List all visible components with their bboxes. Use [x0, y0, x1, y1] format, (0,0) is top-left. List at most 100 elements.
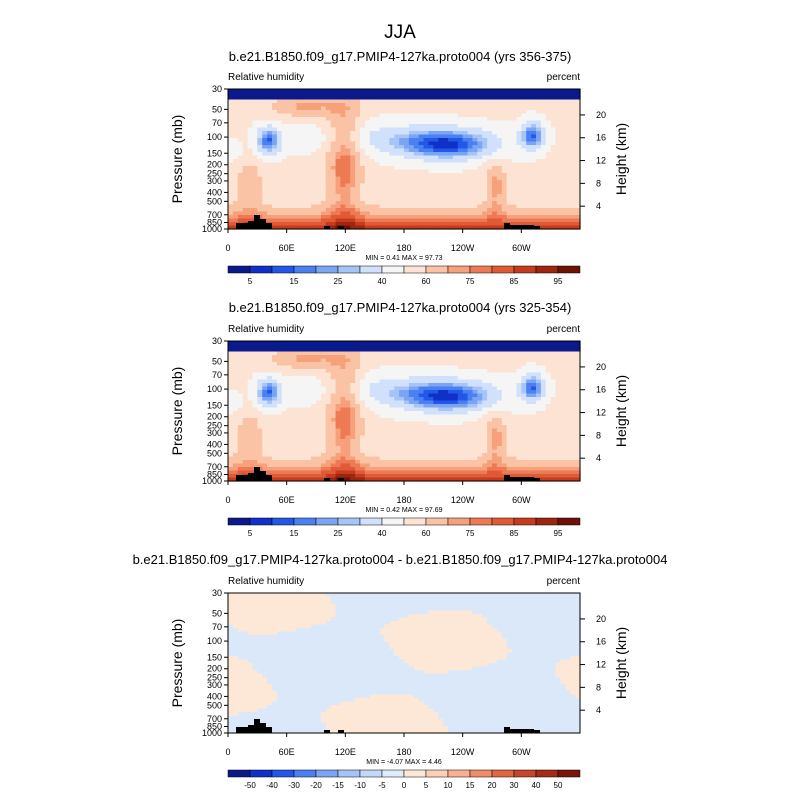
field-cell	[536, 365, 542, 370]
field-cell	[232, 148, 239, 153]
field-cell	[237, 428, 244, 433]
field-cell	[257, 211, 263, 216]
field-cell	[316, 215, 322, 220]
field-cell	[276, 89, 283, 94]
field-cell	[413, 400, 420, 405]
field-cell	[496, 218, 503, 223]
field-cell	[404, 106, 410, 111]
field-cell	[467, 194, 474, 199]
field-cell	[540, 169, 547, 174]
field-cell	[560, 400, 566, 405]
field-cell	[291, 110, 298, 115]
field-cell	[325, 218, 332, 223]
field-cell	[570, 404, 576, 409]
field-cell	[237, 89, 244, 94]
field-cell	[418, 99, 425, 104]
field-cell	[575, 99, 581, 104]
field-cell	[560, 187, 566, 192]
field-cell	[335, 141, 342, 146]
field-cell	[345, 358, 351, 363]
field-cell	[408, 386, 415, 391]
field-cell	[364, 208, 371, 213]
field-cell	[570, 376, 576, 381]
field-cell	[521, 222, 527, 227]
field-cell	[511, 190, 518, 195]
field-cell	[232, 131, 239, 136]
field-cell	[457, 190, 464, 195]
field-cell	[555, 152, 562, 157]
field-cell	[511, 393, 518, 398]
field-cell	[291, 418, 298, 423]
field-cell	[247, 201, 254, 206]
field-cell	[306, 369, 312, 374]
field-cell	[311, 348, 317, 353]
field-cell	[325, 117, 332, 122]
field-cell	[438, 152, 444, 157]
field-cell	[281, 404, 288, 409]
field-cell	[408, 89, 415, 94]
field-cell	[428, 358, 434, 363]
field-cell	[286, 407, 293, 412]
field-cell	[296, 215, 302, 220]
field-cell	[462, 176, 469, 181]
field-cell	[516, 187, 522, 192]
field-cell	[355, 120, 361, 125]
field-cell	[316, 173, 322, 178]
field-cell	[516, 141, 522, 146]
field-cell	[545, 428, 552, 433]
field-cell	[330, 173, 337, 178]
field-cell	[521, 204, 527, 209]
field-cell	[501, 190, 508, 195]
field-cell	[350, 390, 356, 395]
field-cell	[291, 208, 298, 213]
field-cell	[242, 404, 249, 409]
field-cell	[281, 162, 288, 167]
field-cell	[492, 400, 498, 405]
field-cell	[570, 110, 576, 115]
field-cell	[477, 362, 483, 367]
field-cell	[379, 159, 386, 164]
field-cell	[408, 208, 415, 213]
field-cell	[462, 148, 469, 153]
field-cell	[325, 138, 332, 143]
field-cell	[296, 421, 302, 426]
field-cell	[570, 176, 576, 181]
field-cell	[531, 180, 537, 185]
field-cell	[511, 372, 518, 377]
field-cell	[516, 418, 522, 423]
field-cell	[306, 176, 312, 181]
field-cell	[291, 348, 298, 353]
field-cell	[536, 418, 542, 423]
field-cell	[511, 376, 518, 381]
field-cell	[570, 211, 576, 216]
field-cell	[404, 124, 410, 129]
field-cell	[550, 201, 557, 206]
field-cell	[389, 362, 395, 367]
field-cell	[301, 96, 307, 101]
field-cell	[257, 138, 263, 143]
field-cell	[281, 187, 288, 192]
field-cell	[228, 208, 234, 213]
field-cell	[247, 155, 254, 160]
field-cell	[281, 218, 288, 223]
field-cell	[374, 393, 381, 398]
field-cell	[506, 414, 513, 419]
field-cell	[526, 215, 532, 220]
field-cell	[550, 414, 557, 419]
field-cell	[428, 386, 434, 391]
field-cell	[345, 127, 351, 132]
field-cell	[536, 355, 542, 360]
field-cell	[369, 407, 376, 412]
field-cell	[506, 421, 513, 426]
field-cell	[565, 204, 571, 209]
field-cell	[492, 106, 498, 111]
field-cell	[301, 215, 307, 220]
field-cell	[345, 134, 351, 139]
field-cell	[281, 390, 288, 395]
field-cell	[252, 369, 258, 374]
field-cell	[438, 159, 444, 164]
field-cell	[232, 176, 239, 181]
field-cell	[262, 386, 268, 391]
field-cell	[281, 344, 288, 349]
field-cell	[306, 162, 312, 167]
